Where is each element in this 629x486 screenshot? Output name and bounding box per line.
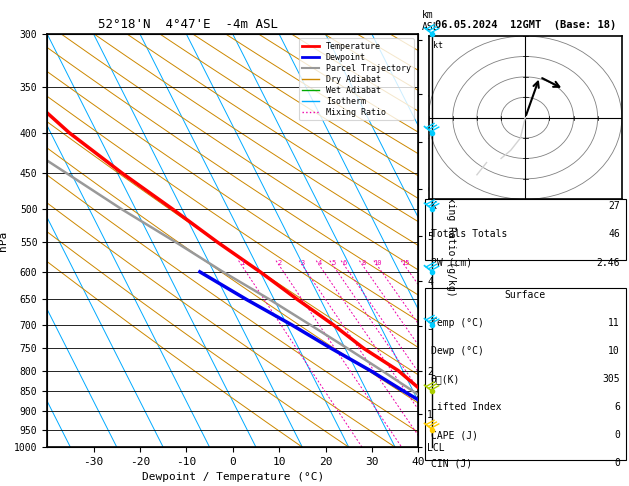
Text: 11: 11 (608, 318, 620, 328)
Text: Temp (°C): Temp (°C) (431, 318, 484, 328)
Text: 2.46: 2.46 (596, 258, 620, 267)
X-axis label: Dewpoint / Temperature (°C): Dewpoint / Temperature (°C) (142, 472, 324, 483)
Text: kt: kt (433, 41, 443, 51)
Text: 2: 2 (277, 260, 282, 266)
Text: 10: 10 (608, 346, 620, 356)
Text: 10: 10 (374, 260, 382, 266)
Text: Totals Totals: Totals Totals (431, 229, 507, 240)
Text: Lifted Index: Lifted Index (431, 402, 501, 412)
Title: 52°18'N  4°47'E  -4m ASL: 52°18'N 4°47'E -4m ASL (98, 18, 278, 32)
Text: 0: 0 (614, 430, 620, 440)
Text: Dewp (°C): Dewp (°C) (431, 346, 484, 356)
Y-axis label: Mixing Ratio (g/kg): Mixing Ratio (g/kg) (446, 185, 456, 296)
Text: 46: 46 (608, 229, 620, 240)
Text: 15: 15 (401, 260, 409, 266)
Y-axis label: hPa: hPa (0, 230, 8, 251)
Text: PW (cm): PW (cm) (431, 258, 472, 267)
Text: 8: 8 (361, 260, 365, 266)
Text: K: K (431, 201, 437, 211)
Text: 6: 6 (343, 260, 347, 266)
Legend: Temperature, Dewpoint, Parcel Trajectory, Dry Adiabat, Wet Adiabat, Isotherm, Mi: Temperature, Dewpoint, Parcel Trajectory… (299, 38, 414, 121)
Text: 06.05.2024  12GMT  (Base: 18): 06.05.2024 12GMT (Base: 18) (435, 20, 616, 30)
Text: CAPE (J): CAPE (J) (431, 430, 477, 440)
Text: 4: 4 (318, 260, 322, 266)
Text: 6: 6 (614, 402, 620, 412)
Text: θᴇ(K): θᴇ(K) (431, 374, 460, 384)
Text: km
ASL: km ASL (421, 10, 439, 32)
Text: 0: 0 (614, 458, 620, 469)
Text: 27: 27 (608, 201, 620, 211)
Text: 3: 3 (301, 260, 305, 266)
Text: 305: 305 (602, 374, 620, 384)
Text: Surface: Surface (504, 290, 546, 300)
Text: CIN (J): CIN (J) (431, 458, 472, 469)
Text: 1: 1 (240, 260, 244, 266)
Text: 5: 5 (331, 260, 336, 266)
